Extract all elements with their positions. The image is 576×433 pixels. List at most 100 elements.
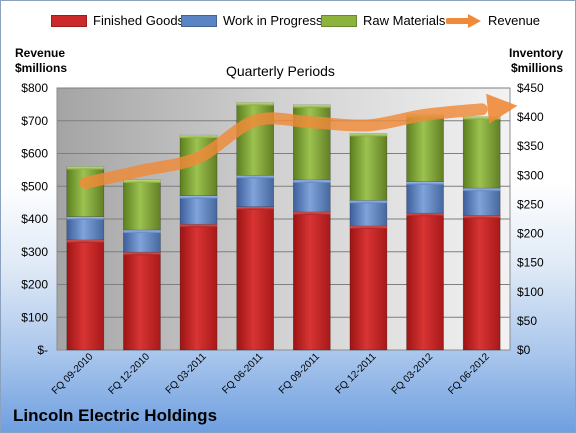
revenue-point-fq-12-2011 [367, 124, 369, 126]
bar-work-in-progress-fq-09-2011 [293, 179, 331, 213]
left-axis-tick-label: $100 [21, 310, 48, 324]
left-axis-tick-label: $600 [21, 147, 48, 161]
right-axis-tick-label: $400 [517, 110, 544, 124]
x-axis-tick-label: FQ 09-2010 [50, 351, 96, 397]
bar-cap-work-in-progress-fq-06-2012 [463, 188, 501, 192]
revenue-point-fq-03-2011 [198, 156, 200, 158]
bar-raw-materials-fq-06-2012 [462, 116, 501, 189]
revenue-line-path [79, 103, 488, 189]
bar-finished-goods-fq-03-2012 [406, 212, 444, 351]
legend-item-work-in-progress: Work in Progress [181, 13, 322, 28]
legend-arrow-icon [446, 13, 481, 28]
right-axis-title: Inventory $millions [509, 46, 563, 76]
bar-finished-goods-fq-12-2010 [123, 251, 161, 351]
revenue-point-fq-09-2011 [311, 121, 313, 123]
left-axis-tick-label: $800 [21, 81, 48, 95]
x-axis-tick-label: FQ 03-2012 [390, 351, 436, 397]
bar-cap-finished-goods-fq-06-2012 [463, 215, 501, 219]
bar-cap-raw-materials-fq-12-2011 [349, 133, 387, 137]
right-axis-tick-label: $0 [517, 343, 531, 357]
bar-cap-work-in-progress-fq-09-2010 [66, 216, 104, 220]
bar-cap-finished-goods-fq-09-2011 [293, 212, 331, 216]
revenue-point-fq-03-2012 [424, 114, 426, 116]
right-axis-title-line2: $millions [510, 61, 563, 75]
legend-label-finished-goods: Finished Goods [93, 13, 185, 28]
legend-swatch-work-in-progress [181, 14, 217, 27]
legend-label-work-in-progress: Work in Progress [223, 13, 323, 28]
left-axis-tick-label: $700 [21, 114, 48, 128]
right-axis-tick-label: $200 [517, 227, 544, 241]
bar-cap-finished-goods-fq-03-2012 [406, 213, 444, 217]
bar-finished-goods-fq-09-2010 [66, 239, 105, 351]
right-axis-tick-label: $250 [517, 197, 544, 211]
right-axis-tick-label: $100 [517, 285, 544, 299]
company-caption: Lincoln Electric Holdings [13, 406, 218, 425]
bar-cap-raw-materials-fq-06-2012 [463, 116, 501, 120]
left-axis-title-line2: $millions [15, 61, 68, 75]
left-axis-title-line1: Revenue [15, 46, 66, 60]
bar-work-in-progress-fq-12-2011 [349, 200, 388, 227]
left-axis-tick-label: $- [37, 343, 48, 357]
bar-work-in-progress-fq-03-2011 [179, 195, 218, 225]
bar-work-in-progress-fq-03-2012 [406, 181, 444, 214]
bar-cap-work-in-progress-fq-03-2011 [180, 195, 218, 199]
x-axis-tick-label: FQ 06-2011 [220, 351, 265, 396]
bar-cap-work-in-progress-fq-03-2012 [406, 181, 444, 185]
chart-title: Quarterly Periods [226, 63, 335, 79]
revenue-point-fq-06-2011 [254, 120, 256, 122]
bar-work-in-progress-fq-09-2010 [66, 216, 105, 241]
left-axis-tick-label: $500 [21, 179, 48, 193]
legend-item-raw-materials: Raw Materials [321, 13, 445, 28]
revenue-point-fq-12-2010 [141, 170, 143, 172]
legend: Finished Goods Work in Progress Raw Mate… [1, 13, 575, 33]
bar-cap-raw-materials-fq-03-2011 [180, 135, 218, 139]
bar-cap-work-in-progress-fq-12-2011 [349, 200, 387, 204]
right-axis-tick-label: $300 [517, 168, 544, 182]
bar-raw-materials-fq-03-2012 [406, 114, 444, 183]
bar-finished-goods-fq-06-2011 [236, 206, 274, 351]
revenue-point-fq-09-2010 [84, 182, 86, 184]
left-axis-tick-label: $300 [21, 245, 48, 259]
revenue-arrowhead [486, 93, 518, 124]
bar-cap-finished-goods-fq-12-2010 [123, 252, 161, 256]
legend-item-finished-goods: Finished Goods [51, 13, 184, 28]
x-axis-tick-label: FQ 12-2010 [107, 351, 153, 397]
right-axis-tick-label: $350 [517, 139, 544, 153]
legend-label-revenue: Revenue [488, 13, 541, 28]
bar-cap-finished-goods-fq-09-2010 [66, 239, 104, 243]
left-axis-title: Revenue $millions [15, 46, 67, 76]
legend-label-raw-materials: Raw Materials [363, 13, 446, 28]
left-axis-ticks: $- $100 $200 $300 $400 $500 $600 $700 $800 [21, 81, 48, 357]
right-axis-ticks: $0 $50 $100 $150 $200 $250 $300 $350 $400 $450 [517, 81, 544, 357]
bar-cap-work-in-progress-fq-09-2011 [293, 179, 331, 183]
legend-swatch-finished-goods [51, 14, 87, 27]
bar-finished-goods-fq-06-2012 [462, 215, 501, 351]
right-axis-tick-label: $50 [517, 314, 537, 328]
bar-cap-finished-goods-fq-12-2011 [349, 225, 387, 229]
x-axis-tick-label: FQ 03-2011 [164, 351, 209, 396]
right-axis-tick-label: $450 [517, 81, 544, 95]
bar-cap-raw-materials-fq-09-2010 [66, 166, 104, 170]
revenue-point-fq-06-2012 [481, 108, 483, 110]
revenue-line [79, 93, 518, 189]
x-axis-tick-label: FQ 09-2011 [277, 351, 322, 396]
legend-item-revenue: Revenue [446, 13, 540, 28]
bar-work-in-progress-fq-06-2012 [462, 187, 501, 216]
bar-cap-raw-materials-fq-09-2011 [293, 104, 331, 108]
x-axis-ticks: FQ 09-2010 FQ 12-2010 FQ 03-2011 FQ 06-2011… [50, 351, 492, 397]
x-axis-tick-label: FQ 06-2012 [446, 351, 492, 397]
right-axis-tick-label: $150 [517, 256, 544, 270]
right-axis-title-line1: Inventory [508, 46, 563, 60]
bar-work-in-progress-fq-12-2010 [123, 229, 161, 253]
bar-cap-work-in-progress-fq-06-2011 [236, 175, 274, 179]
legend-swatch-raw-materials [321, 14, 357, 27]
x-axis-tick-label: FQ 12-2011 [334, 351, 379, 396]
bar-cap-finished-goods-fq-06-2011 [236, 206, 274, 210]
bar-cap-work-in-progress-fq-12-2010 [123, 230, 161, 234]
left-axis-tick-label: $200 [21, 278, 48, 292]
bar-finished-goods-fq-12-2011 [349, 225, 388, 351]
bar-work-in-progress-fq-06-2011 [236, 175, 274, 208]
bar-cap-raw-materials-fq-12-2010 [123, 179, 161, 183]
